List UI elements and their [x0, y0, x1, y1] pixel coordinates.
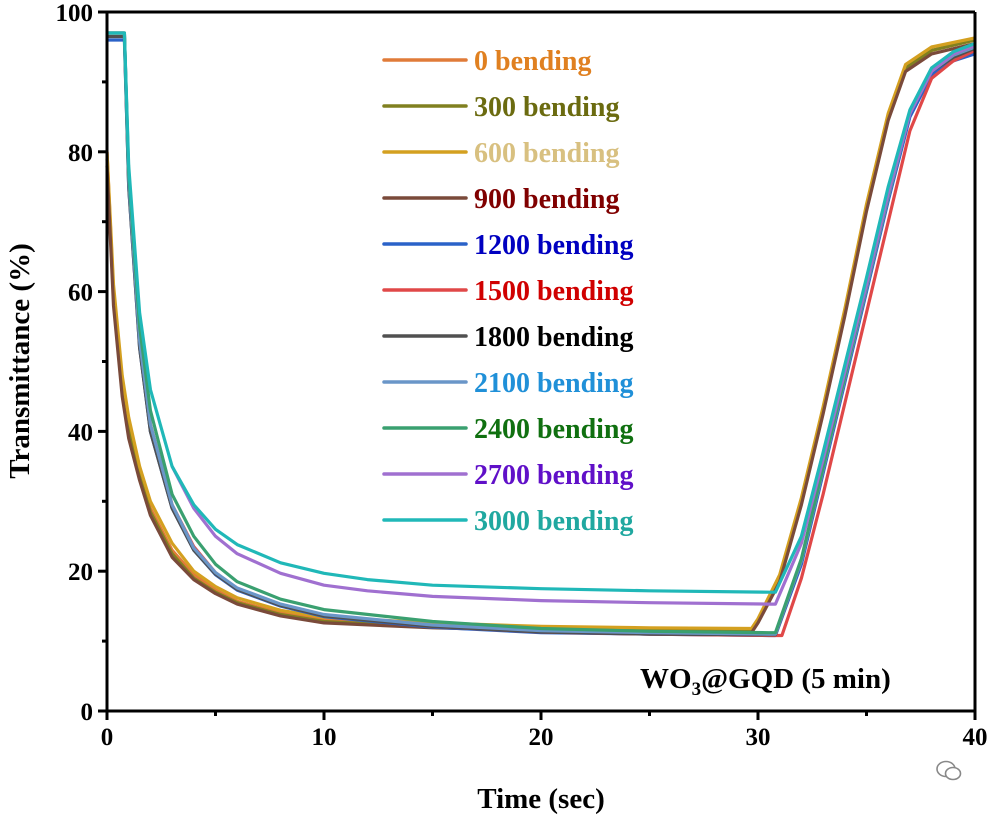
x-tick-label: 40: [963, 724, 988, 751]
legend-label: 300 bending: [474, 92, 620, 123]
x-tick-label: 30: [746, 724, 771, 751]
sample-annotation: WO3@GQD (5 min): [640, 663, 891, 700]
y-tick-label: 20: [68, 559, 93, 586]
legend-label: 2400 bending: [474, 414, 634, 445]
wechat-icon: [936, 760, 962, 781]
legend-label: 1800 bending: [474, 322, 634, 353]
y-tick-label: 0: [81, 699, 94, 726]
legend-label: 2700 bending: [474, 460, 634, 491]
series-line-3000-bending: [107, 31, 976, 594]
legend-label: 2100 bending: [474, 368, 634, 399]
watermark: [936, 760, 962, 782]
y-tick-label: 40: [68, 419, 93, 446]
x-axis-label: Time (sec): [477, 783, 605, 815]
annotation-subscript: 3: [692, 679, 702, 700]
series-layer: [105, 31, 976, 638]
legend-label: 0 bending: [474, 46, 592, 77]
axes: 0 10 20 30 40 0 20 40 60 80 100: [56, 0, 988, 751]
annotation-main: WO: [640, 663, 692, 695]
x-tick-label: 10: [312, 724, 337, 751]
legend-label: 1500 bending: [474, 276, 634, 307]
legend-label: 1200 bending: [474, 230, 634, 261]
legend-label: 900 bending: [474, 184, 620, 215]
y-tick-label: 80: [68, 140, 93, 167]
legend-label: 3000 bending: [474, 506, 634, 537]
x-tick-label: 0: [101, 724, 114, 751]
legend-label: 600 bending: [474, 138, 620, 169]
legend: 0 bending 300 bending 600 bending 900 bendi…: [382, 46, 634, 537]
y-axis-label: Transmittance (%): [4, 243, 36, 478]
x-tick-label: 20: [529, 724, 554, 751]
y-tick-label: 100: [56, 0, 94, 27]
y-tick-label: 60: [68, 280, 93, 307]
annotation-rest: @GQD (5 min): [701, 663, 891, 695]
